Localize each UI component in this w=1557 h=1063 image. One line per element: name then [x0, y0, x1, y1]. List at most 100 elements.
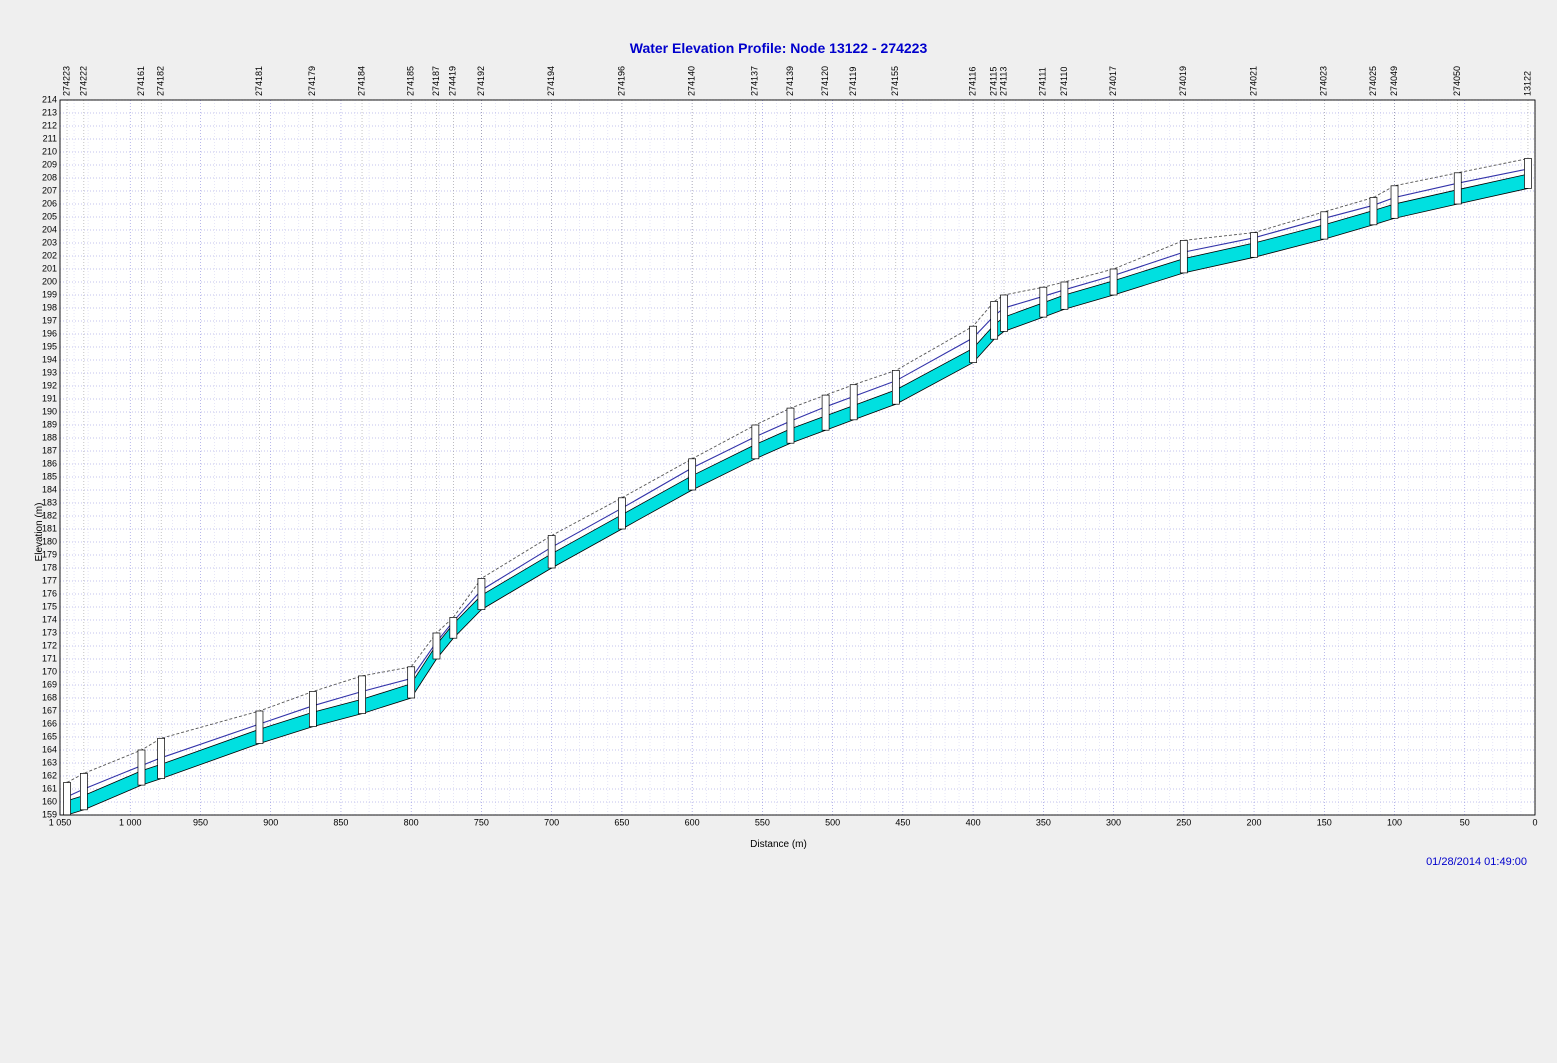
manhole: [618, 498, 625, 529]
svg-text:350: 350: [1036, 817, 1051, 827]
svg-text:150: 150: [1317, 817, 1332, 827]
timestamp-label: 01/28/2014 01:49:00: [1426, 856, 1527, 868]
svg-text:199: 199: [42, 289, 57, 299]
svg-text:189: 189: [42, 419, 57, 429]
node-label: 274119: [848, 67, 858, 96]
svg-text:300: 300: [1106, 817, 1121, 827]
svg-text:100: 100: [1387, 817, 1402, 827]
svg-text:950: 950: [193, 817, 208, 827]
manhole: [408, 667, 415, 698]
svg-text:203: 203: [42, 237, 57, 247]
node-label: 274050: [1452, 66, 1462, 96]
svg-text:166: 166: [42, 718, 57, 728]
svg-text:700: 700: [544, 817, 559, 827]
svg-text:550: 550: [755, 817, 770, 827]
svg-text:194: 194: [42, 354, 57, 364]
svg-text:163: 163: [42, 757, 57, 767]
svg-text:650: 650: [614, 817, 629, 827]
node-label: 274222: [78, 66, 88, 96]
node-label: 274182: [156, 66, 166, 96]
svg-text:186: 186: [42, 458, 57, 468]
svg-text:1 000: 1 000: [119, 817, 142, 827]
svg-text:210: 210: [42, 146, 57, 156]
svg-text:208: 208: [42, 172, 57, 182]
manhole: [158, 738, 165, 778]
manhole: [1061, 282, 1068, 309]
svg-text:176: 176: [42, 588, 57, 598]
svg-text:214: 214: [42, 94, 57, 104]
chart-title: Water Elevation Profile: Node 13122 - 27…: [0, 40, 1557, 56]
node-label: 274019: [1178, 66, 1188, 96]
node-label: 274194: [546, 66, 556, 96]
manhole: [689, 459, 696, 490]
node-label: 274110: [1059, 67, 1069, 96]
node-label: 274025: [1368, 66, 1378, 96]
svg-text:50: 50: [1460, 817, 1470, 827]
svg-text:173: 173: [42, 627, 57, 637]
manhole: [80, 773, 87, 809]
y-axis-label: Elevation (m): [34, 502, 45, 561]
svg-text:198: 198: [42, 302, 57, 312]
svg-text:211: 211: [43, 133, 57, 143]
svg-text:600: 600: [685, 817, 700, 827]
node-label: 274140: [687, 66, 697, 96]
node-label: 13122: [1522, 71, 1532, 96]
manhole: [309, 692, 316, 727]
svg-text:191: 191: [42, 393, 57, 403]
svg-text:850: 850: [333, 817, 348, 827]
node-label: 274419: [448, 66, 458, 96]
manhole: [1524, 159, 1531, 189]
manhole: [850, 385, 857, 420]
manhole: [1001, 295, 1008, 331]
svg-text:169: 169: [42, 679, 57, 689]
svg-text:209: 209: [42, 159, 57, 169]
svg-text:160: 160: [42, 796, 57, 806]
profile-chart: 0501001502002503003504004505005506006507…: [0, 0, 1557, 1063]
node-label: 274017: [1108, 66, 1118, 96]
node-label: 274120: [820, 66, 830, 96]
node-label: 274179: [307, 66, 317, 96]
svg-text:165: 165: [42, 731, 57, 741]
manhole: [752, 425, 759, 459]
svg-text:178: 178: [42, 562, 57, 572]
node-label: 274139: [785, 66, 795, 96]
svg-text:192: 192: [42, 380, 57, 390]
manhole: [1040, 287, 1047, 317]
svg-text:197: 197: [42, 315, 57, 325]
node-label: 274113: [998, 67, 1008, 96]
svg-text:190: 190: [42, 406, 57, 416]
svg-text:175: 175: [42, 601, 57, 611]
svg-text:800: 800: [404, 817, 419, 827]
manhole: [1370, 198, 1377, 225]
manhole: [478, 578, 485, 609]
svg-text:164: 164: [42, 744, 57, 754]
manhole: [1110, 269, 1117, 295]
svg-text:450: 450: [895, 817, 910, 827]
manhole: [138, 750, 145, 785]
manhole: [991, 302, 998, 340]
svg-text:170: 170: [42, 666, 57, 676]
manhole: [1391, 186, 1398, 219]
node-label: 274049: [1389, 66, 1399, 96]
svg-text:193: 193: [42, 367, 57, 377]
svg-text:202: 202: [42, 250, 57, 260]
svg-text:900: 900: [263, 817, 278, 827]
node-label: 274181: [254, 66, 264, 96]
manhole: [450, 617, 457, 638]
svg-text:168: 168: [42, 692, 57, 702]
svg-text:0: 0: [1532, 817, 1537, 827]
node-label: 274116: [967, 67, 977, 96]
svg-text:195: 195: [42, 341, 57, 351]
manhole: [787, 408, 794, 443]
svg-text:500: 500: [825, 817, 840, 827]
svg-text:161: 161: [42, 783, 57, 793]
svg-text:201: 201: [42, 263, 57, 273]
manhole: [433, 633, 440, 659]
manhole: [1251, 233, 1258, 258]
node-label: 274021: [1248, 66, 1258, 96]
chart-container: Water Elevation Profile: Node 13122 - 27…: [0, 0, 1557, 1063]
svg-text:200: 200: [42, 276, 57, 286]
svg-text:185: 185: [42, 471, 57, 481]
svg-text:205: 205: [42, 211, 57, 221]
manhole: [64, 783, 71, 816]
